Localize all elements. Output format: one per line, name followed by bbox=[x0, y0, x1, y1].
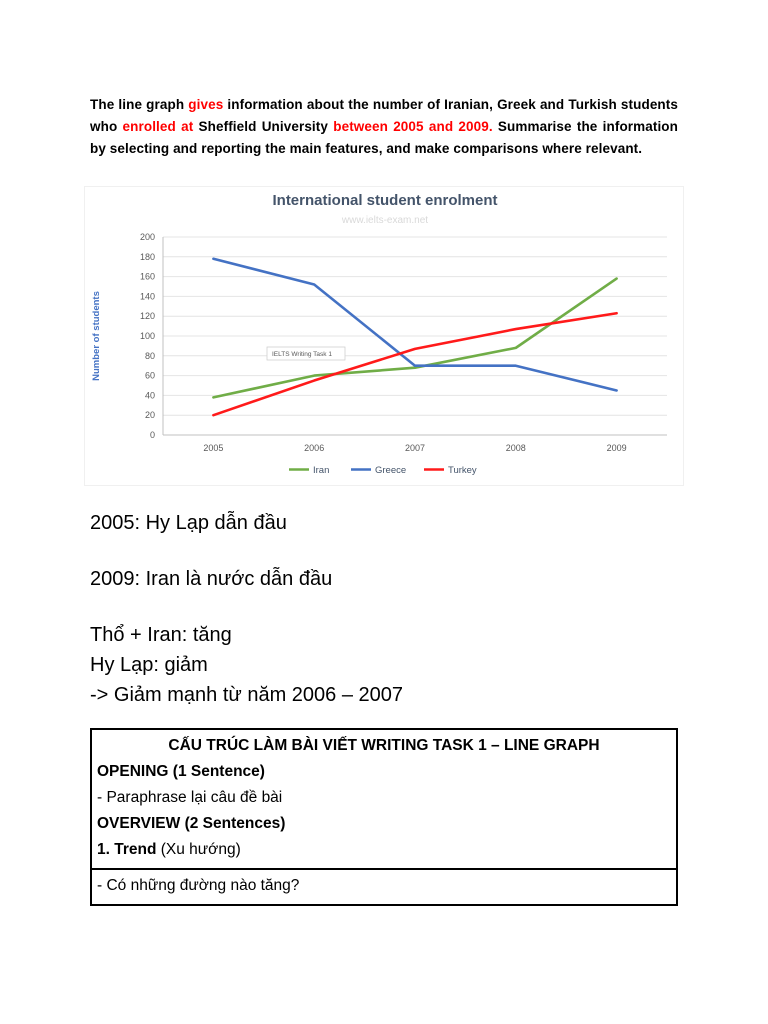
prompt-text: Summarise the information by selecting a… bbox=[90, 119, 678, 156]
x-tick-label: 2009 bbox=[607, 443, 627, 453]
structure-row: 1. Trend (Xu hướng) bbox=[97, 841, 241, 858]
legend-label-iran: Iran bbox=[313, 465, 329, 476]
legend-label-greece: Greece bbox=[375, 465, 406, 476]
y-tick-label: 80 bbox=[145, 351, 155, 361]
series-line-turkey bbox=[212, 311, 618, 417]
note-line: 2009: Iran là nước dẫn đầu bbox=[90, 568, 333, 590]
structure-row: - Paraphrase lại câu đề bài bbox=[97, 789, 283, 806]
prompt-text: The line graph bbox=[90, 97, 189, 112]
enrolment-chart: International student enrolment www.ielts… bbox=[84, 186, 684, 486]
task-prompt: The line graph gives information about t… bbox=[90, 94, 678, 160]
y-tick-label: 160 bbox=[140, 272, 155, 282]
prompt-text: Sheffield University bbox=[193, 119, 334, 134]
y-tick-label: 140 bbox=[140, 291, 155, 301]
y-tick-label: 180 bbox=[140, 252, 155, 262]
structure-box-main: CẤU TRÚC LÀM BÀI VIẾT WRITING TASK 1 – L… bbox=[92, 730, 676, 870]
y-tick-label: 120 bbox=[140, 311, 155, 321]
document-page: The line graph gives information about t… bbox=[84, 94, 684, 906]
y-tick-label: 200 bbox=[140, 232, 155, 242]
series-line-greece bbox=[212, 257, 618, 392]
prompt-highlight: gives bbox=[188, 97, 224, 112]
structure-row: - Có những đường nào tăng? bbox=[97, 877, 300, 894]
y-axis-title: Number of students bbox=[91, 291, 102, 381]
x-tick-label: 2007 bbox=[405, 443, 425, 453]
structure-rows: OPENING (1 Sentence) - Paraphrase lại câu… bbox=[97, 759, 671, 863]
y-tick-label: 60 bbox=[145, 371, 155, 381]
y-tick-label: 20 bbox=[145, 410, 155, 420]
chart-title: International student enrolment bbox=[272, 192, 497, 209]
prompt-highlight: enrolled at bbox=[122, 119, 194, 134]
enrolment-chart-svg: International student enrolment www.ielts… bbox=[91, 192, 667, 476]
note-line: Hy Lạp: giảm bbox=[90, 654, 208, 676]
structure-box-title: CẤU TRÚC LÀM BÀI VIẾT WRITING TASK 1 – L… bbox=[168, 737, 600, 754]
chart-annotation: IELTS Writing Task 1 bbox=[272, 351, 332, 358]
note-line: 2005: Hy Lạp dẫn đầu bbox=[90, 512, 287, 534]
y-tick-label: 100 bbox=[140, 331, 155, 341]
note-line: Thổ + Iran: tăng bbox=[90, 624, 232, 646]
y-tick-label: 0 bbox=[150, 430, 155, 440]
analysis-notes: 2005: Hy Lạp dẫn đầu 2009: Iran là nước … bbox=[90, 508, 678, 710]
structure-row: OPENING (1 Sentence) bbox=[97, 763, 265, 780]
structure-row: OVERVIEW (2 Sentences) bbox=[97, 815, 286, 832]
x-tick-label: 2008 bbox=[506, 443, 526, 453]
y-tick-label: 40 bbox=[145, 390, 155, 400]
prompt-highlight: between 2005 and 2009. bbox=[333, 119, 493, 134]
prompt-text: information about the number of Iranian,… bbox=[90, 97, 678, 134]
structure-box: CẤU TRÚC LÀM BÀI VIẾT WRITING TASK 1 – L… bbox=[90, 728, 678, 906]
x-tick-label: 2005 bbox=[203, 443, 223, 453]
note-line: -> Giảm mạnh từ năm 2006 – 2007 bbox=[90, 684, 404, 706]
chart-annotation-box bbox=[266, 346, 346, 361]
x-tick-label: 2006 bbox=[304, 443, 324, 453]
legend-label-turkey: Turkey bbox=[448, 465, 477, 476]
chart-watermark: www.ielts-exam.net bbox=[341, 215, 428, 226]
